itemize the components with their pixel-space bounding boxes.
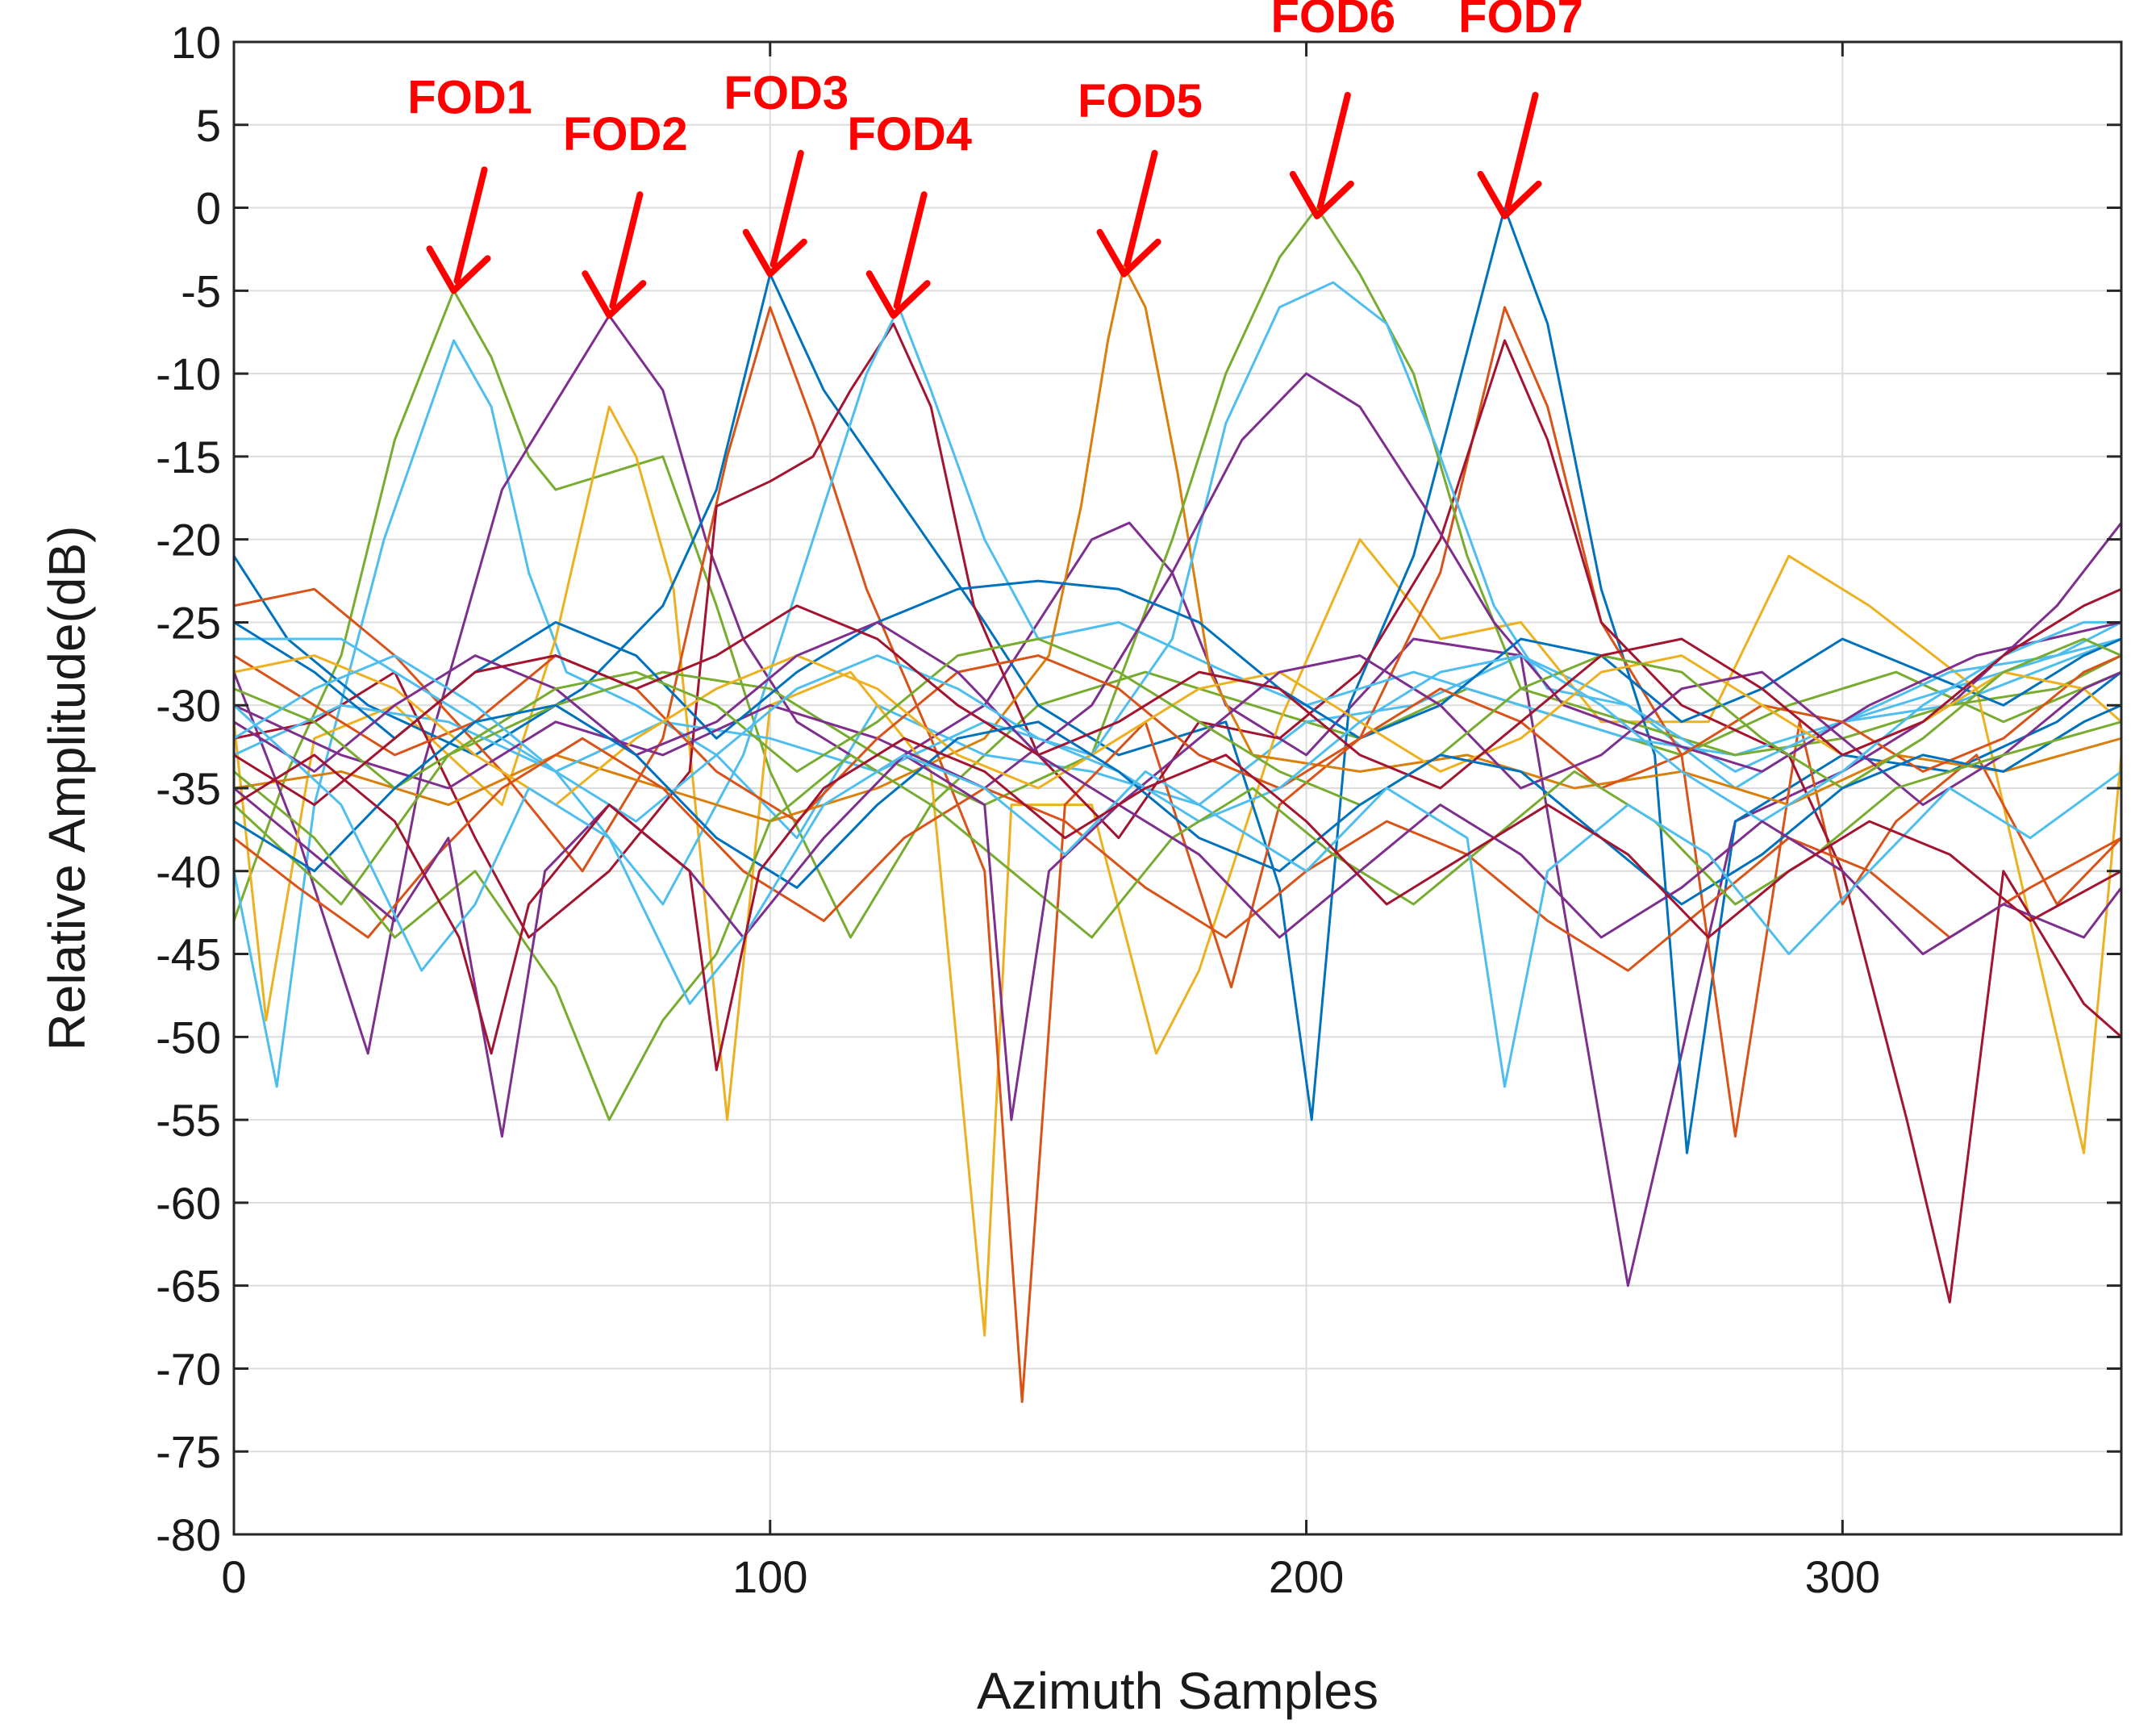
x-tick-label: 200 [1269,1551,1344,1602]
series-line [233,587,2122,807]
annotation-label: FOD3 [724,67,849,119]
series-line [232,339,2122,1088]
y-tick-label: 5 [196,100,221,151]
y-tick-label: -40 [156,846,221,897]
y-tick-label: -20 [156,515,221,566]
y-tick-label: -65 [156,1261,221,1312]
annotation-arrow [1316,91,1351,210]
annotation-label: FOD6 [1270,0,1395,43]
series-lines [232,207,2123,1404]
y-tick-label: 10 [171,17,221,68]
y-tick-label: -5 [181,265,221,316]
y-tick-label: -35 [156,763,221,814]
annotation-arrow [609,191,644,310]
series-line [232,405,2123,1337]
annotation-arrowhead [582,270,647,319]
annotation-arrowhead [426,245,491,294]
annotation-label: FOD1 [407,71,532,123]
annotation-arrowhead [1289,170,1354,219]
series-line [232,207,2122,1154]
annotation-arrow [893,191,928,310]
y-tick-label: -10 [156,349,221,399]
series-line [233,703,2122,906]
annotation-arrow [453,166,488,285]
y-tick-label: -80 [156,1509,221,1560]
series-line [233,372,2122,790]
annotation-label: FOD2 [563,108,688,161]
annotation-arrowhead [1477,170,1542,219]
annotation-arrow [1504,91,1539,210]
annotation-label: FOD4 [847,108,972,161]
series-line [232,207,2122,906]
axis-ticks: 10 5 0 -5 -10 -15 -20 -25 -30 -35 -40 -45 -50 -55 -60 -… [156,17,2121,1602]
y-tick-label: 0 [196,183,221,234]
series-line [233,579,2122,740]
y-tick-label: -70 [156,1343,221,1394]
y-tick-label: -60 [156,1178,221,1229]
y-axis-title: Relative Amplitude(dB) [38,526,96,1051]
annotation-label: FOD5 [1078,75,1203,127]
series-line [233,737,2122,1071]
series-line [233,753,2123,1138]
series-line [233,281,2122,773]
series-line [233,265,2122,823]
x-axis-title: Azimuth Samples [977,1662,1378,1720]
x-tick-label: 100 [732,1551,807,1602]
annotation-arrow [1124,149,1158,268]
x-tick-label: 0 [221,1551,246,1602]
y-tick-label: -15 [156,432,221,482]
series-line [233,720,2122,1121]
annotation-arrow [769,149,804,268]
y-tick-label: -45 [156,929,221,980]
y-tick-label: -30 [156,680,221,731]
series-line [232,704,2122,1088]
annotation-label: FOD7 [1458,0,1583,43]
y-tick-label: -50 [156,1012,221,1062]
y-tick-label: -25 [156,597,221,648]
y-tick-label: -75 [156,1426,221,1477]
series-line [233,306,2123,1404]
y-tick-label: -55 [156,1095,221,1146]
annotation-arrowhead [865,270,931,319]
annotation-arrowhead [742,228,807,278]
x-tick-label: 300 [1805,1551,1880,1602]
annotation-arrowhead [1096,228,1161,278]
